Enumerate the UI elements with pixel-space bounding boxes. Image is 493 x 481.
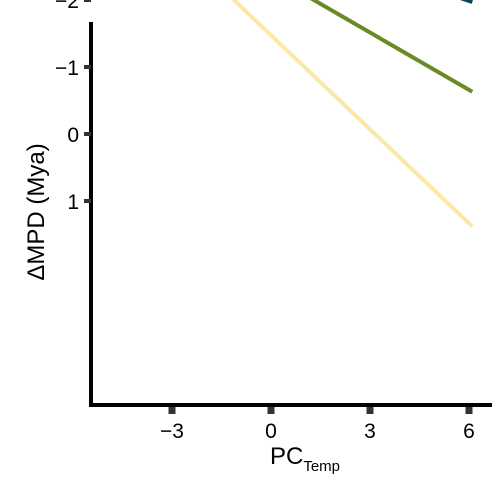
x-axis-title: PCTemp	[270, 443, 340, 475]
series-line-2	[309, 0, 474, 94]
series-layer	[231, 0, 474, 228]
x-tick-label: 3	[364, 420, 376, 443]
y-tick-label: −1	[55, 57, 79, 80]
x-axis-title-main: PC	[270, 443, 303, 470]
y-tick-label: 1	[67, 191, 79, 214]
y-tick-label: −2	[55, 0, 79, 13]
x-tick-label: −3	[160, 420, 184, 443]
y-axis-title: ΔMPD (Mya)	[23, 143, 50, 280]
series-line-3	[459, 0, 473, 4]
x-tick-label: 0	[265, 420, 277, 443]
x-axis-title-subscript: Temp	[303, 458, 340, 475]
x-tick-label: 6	[463, 420, 475, 443]
series-line-1	[231, 0, 474, 228]
y-tick-label: 0	[67, 124, 79, 147]
